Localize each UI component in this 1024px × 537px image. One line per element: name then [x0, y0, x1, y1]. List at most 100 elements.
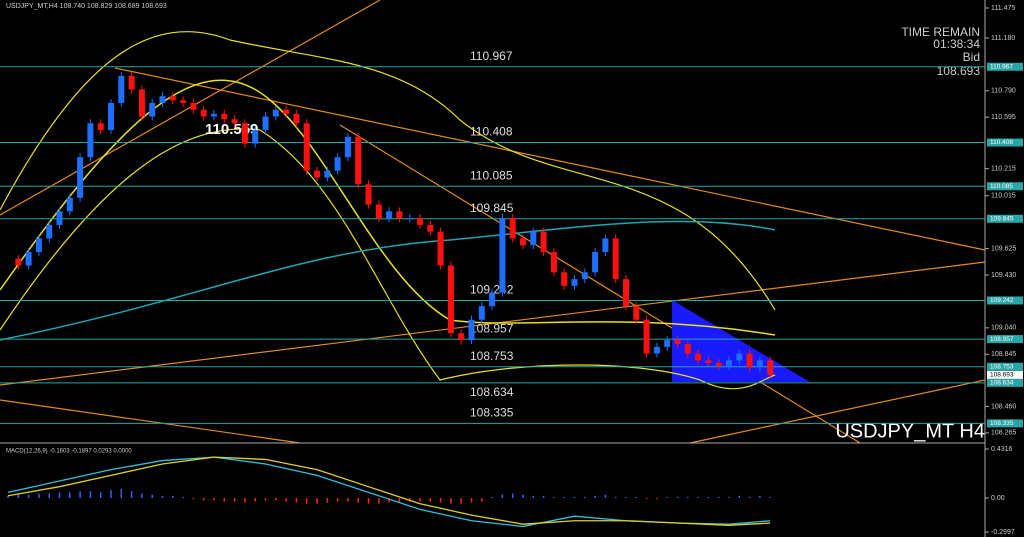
candle: [406, 218, 413, 220]
candle: [128, 75, 135, 90]
bollinger: [0, 128, 776, 390]
candle: [241, 123, 248, 144]
trend-line: [0, 0, 381, 216]
y-tick-label: 0.4316: [991, 446, 1013, 453]
level-axis-label: 108.753: [990, 363, 1014, 370]
y-tick-label: -0.2997: [991, 529, 1015, 536]
candle: [355, 136, 362, 185]
candle: [561, 272, 568, 286]
candle: [396, 211, 403, 219]
bid-box: [987, 370, 1023, 379]
candle: [118, 75, 125, 103]
level-axis-label: 110.967: [990, 64, 1013, 71]
level-box: [987, 378, 1023, 387]
candle: [427, 224, 434, 232]
y-tick-label: 0.00: [991, 495, 1005, 502]
candle: [334, 157, 341, 171]
y-tick-label: 109.040: [991, 325, 1016, 332]
y-tick-label: 110.215: [991, 166, 1016, 173]
candle: [447, 265, 454, 334]
candle: [262, 116, 269, 131]
candle: [25, 251, 32, 266]
candle: [458, 333, 465, 341]
y-tick-label: 111.180: [991, 35, 1015, 42]
candle: [530, 231, 537, 246]
candle: [386, 211, 393, 219]
candle: [200, 109, 207, 117]
candle: [417, 218, 423, 225]
candle: [746, 353, 753, 368]
level-label: 108.957: [470, 321, 514, 335]
candle: [159, 96, 166, 103]
level-label: 110.408: [470, 125, 513, 139]
level-box: [987, 182, 1023, 191]
candle: [56, 211, 63, 225]
candle: [169, 96, 176, 101]
y-tick-label: 108.460: [991, 403, 1016, 410]
candle: [540, 231, 547, 252]
candle: [35, 238, 42, 252]
level-box: [987, 62, 1023, 71]
candle: [365, 184, 372, 205]
y-tick-label: 110.595: [991, 114, 1016, 121]
y-tick-label: 110.015: [991, 193, 1016, 200]
bollinger: [0, 79, 776, 336]
bollinger: [0, 31, 776, 311]
level-axis-label: 108.634: [990, 380, 1014, 387]
level-label: 110.085: [470, 168, 513, 182]
trend-line: [0, 399, 301, 444]
candle: [108, 102, 114, 131]
level-axis-label: 109.845: [990, 216, 1014, 223]
candle: [314, 170, 320, 178]
candle: [303, 123, 310, 171]
level-label: 108.753: [470, 349, 514, 363]
candle: [344, 136, 351, 158]
peak-label: 110.559: [205, 121, 258, 138]
candle: [149, 102, 156, 117]
header: USDJPY_MT,H4 108.740 108.829 108.689 108…: [6, 3, 167, 10]
moving-average: [0, 220, 776, 341]
level-axis-label: 108.957: [990, 336, 1014, 343]
candle: [695, 353, 702, 361]
level-box: [987, 296, 1023, 305]
watermark: USDJPY_MT H4: [835, 420, 985, 442]
candle: [15, 258, 22, 266]
y-tick-label: 108.845: [991, 351, 1016, 358]
candle: [664, 340, 671, 347]
y-tick-label: 108.265: [991, 430, 1016, 437]
candle: [293, 113, 300, 124]
level-box: [987, 138, 1023, 147]
candle: [211, 113, 217, 117]
trend-line: [689, 379, 986, 444]
candle: [592, 251, 599, 273]
candle: [77, 157, 84, 198]
level-axis-label: 110.085: [990, 183, 1013, 190]
level-label: 110.967: [470, 49, 513, 63]
y-tick-label: 111.475: [991, 5, 1015, 12]
candle: [252, 130, 259, 144]
candle: [97, 123, 104, 131]
candle: [715, 363, 722, 366]
candle: [509, 218, 516, 239]
level-axis-label: 110.408: [990, 139, 1013, 146]
time-remain: 01:38:34: [933, 37, 980, 51]
candle: [437, 231, 444, 266]
bid-axis-label: 108.693: [990, 372, 1014, 379]
y-tick-label: 109.625: [991, 245, 1016, 252]
candle: [612, 238, 619, 280]
level-box: [987, 419, 1023, 428]
candle: [705, 360, 712, 364]
candle: [767, 360, 774, 375]
level-axis-label: 109.242: [990, 297, 1014, 304]
bid-value: 108.693: [937, 64, 981, 78]
candle: [221, 113, 228, 120]
candle: [684, 344, 691, 354]
candle: [756, 360, 763, 368]
macd-title: MACD(12,26,9) -0.1603 -0.1897 0.0293 0.0…: [6, 449, 132, 455]
time-remain-title: TIME REMAIN: [901, 25, 980, 39]
candle: [468, 319, 475, 341]
trend-line: [114, 67, 986, 251]
candle: [87, 123, 94, 158]
macd-line: [7, 456, 771, 528]
